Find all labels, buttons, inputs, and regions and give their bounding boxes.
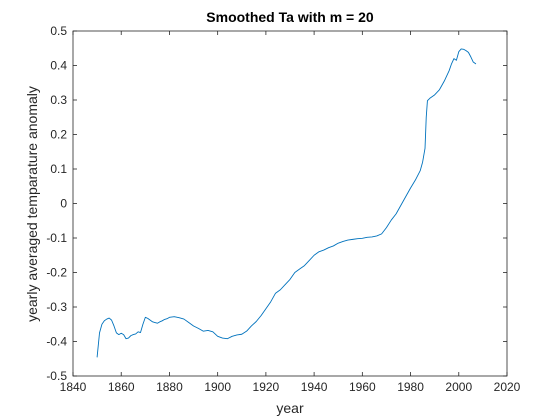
y-tick-label: 0 — [60, 197, 67, 211]
x-tick-label: 1980 — [397, 380, 424, 394]
y-tick-label: -0.3 — [46, 300, 67, 314]
plot-box — [72, 30, 508, 377]
x-tick-label: 1960 — [349, 380, 376, 394]
y-tick-label: -0.4 — [46, 335, 67, 349]
axes-layer: 1840 1860 1880 1900 1920 1940 1960 1980 2000 2020… — [46, 24, 520, 394]
x-tick-label: 1900 — [204, 380, 231, 394]
y-tick-label: 0.2 — [50, 128, 67, 142]
y-tick-label: -0.2 — [46, 266, 67, 280]
x-tick-label: 1860 — [108, 380, 135, 394]
data-layer — [96, 48, 477, 358]
x-axis-label: year — [276, 400, 304, 416]
x-tick-label: 2020 — [494, 380, 521, 394]
labels-layer: year yearly averaged temparature anomaly — [24, 86, 304, 416]
y-axis-label: yearly averaged temparature anomaly — [24, 86, 40, 322]
x-tick-label: 1840 — [60, 380, 87, 394]
y-tick-label: -0.5 — [46, 369, 67, 383]
y-tick-label: -0.1 — [46, 231, 67, 245]
y-tick-label: 0.4 — [50, 59, 67, 73]
x-tick-label: 1920 — [253, 380, 280, 394]
x-tick-label: 1940 — [301, 380, 328, 394]
chart-title: Smoothed Ta with m = 20 — [206, 9, 374, 25]
series-line-0 — [96, 48, 477, 358]
x-tick-label: 1880 — [156, 380, 183, 394]
x-tick-label: 2000 — [445, 380, 472, 394]
y-tick-label: 0.5 — [50, 24, 67, 38]
y-tick-label: 0.3 — [50, 93, 67, 107]
y-tick-label: 0.1 — [50, 162, 67, 176]
